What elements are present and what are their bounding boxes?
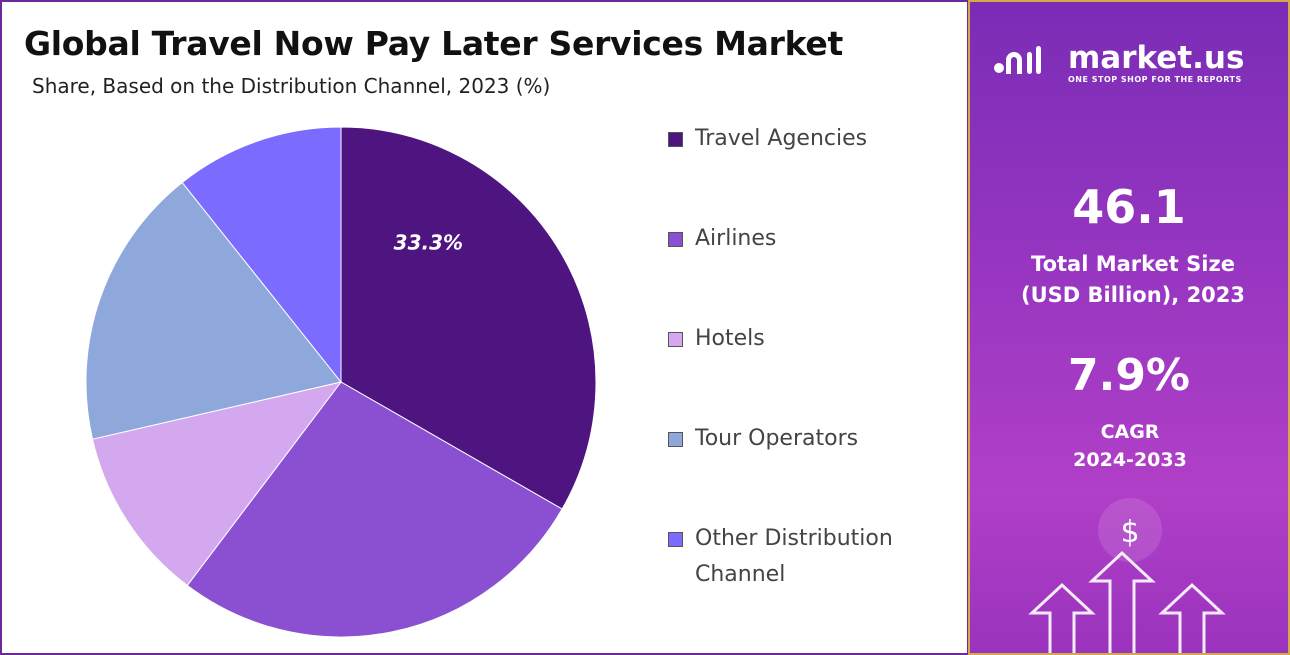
brand: market.us [1068, 40, 1245, 76]
legend-label: Tour Operators [695, 426, 859, 451]
chart-panel: 33.3% Global Travel Now Pay Later Servic… [0, 0, 969, 655]
legend-swatch [668, 532, 683, 547]
pie-slice [340, 126, 597, 510]
tagline: ONE STOP SHOP FOR THE REPORTS [1068, 75, 1242, 84]
pie-chart: 33.3% [85, 126, 597, 638]
pie-slice [91, 381, 343, 587]
legend-label: Travel Agencies [695, 126, 868, 151]
legend-label: Airlines [695, 226, 777, 251]
market-size-value: 46.1 [1072, 180, 1186, 234]
legend-swatch [668, 332, 683, 347]
chart-subtitle: Share, Based on the Distribution Channel… [32, 74, 551, 98]
market-size-label: Total Market Size (USD Billion), 2023 [1020, 252, 1246, 307]
chart-title: Global Travel Now Pay Later Services Mar… [24, 24, 843, 63]
legend-item: Other Distribution Channel [668, 521, 918, 593]
legend-label: Hotels [695, 326, 765, 351]
legend-item: Hotels [668, 321, 918, 357]
legend-item: Travel Agencies [668, 121, 918, 157]
cagr-value: 7.9% [1067, 350, 1191, 401]
dollar-icon: $ [1120, 515, 1139, 550]
legend-item: Airlines [668, 221, 918, 257]
legend-item: Tour Operators [668, 421, 918, 457]
legend-swatch [668, 132, 683, 147]
coin-bg [1098, 498, 1162, 562]
logo-icon [994, 46, 1041, 74]
cagr-label: CAGR 2024-2033 [1073, 421, 1187, 471]
legend-swatch [668, 232, 683, 247]
legend-swatch [668, 432, 683, 447]
pie-slice [181, 126, 342, 384]
legend-label: Other Distribution Channel [695, 526, 893, 587]
decoration: $ [994, 46, 1226, 653]
sidebar: $ market.us ONE STOP SHOP FOR THE REPORT… [968, 0, 1290, 655]
pie-slice [85, 181, 342, 440]
arrows [1028, 550, 1226, 653]
pie-slice [186, 381, 563, 638]
data-label: 33.3% [394, 231, 463, 255]
